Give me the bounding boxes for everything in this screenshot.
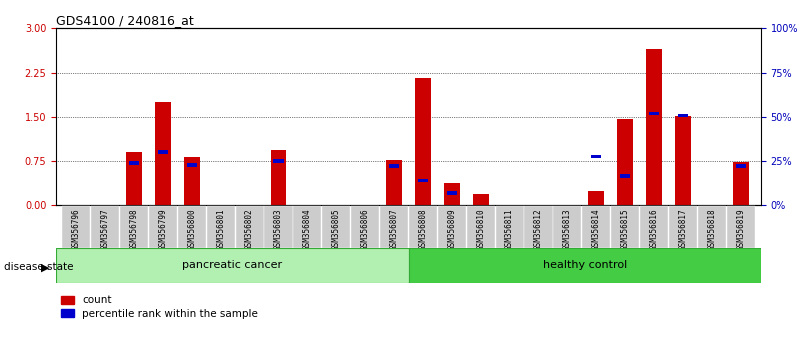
- Bar: [187, 164, 197, 167]
- Bar: [649, 112, 659, 115]
- Bar: [386, 160, 402, 205]
- Text: GSM356802: GSM356802: [245, 209, 254, 250]
- Text: GSM356798: GSM356798: [130, 209, 139, 250]
- FancyBboxPatch shape: [149, 206, 177, 248]
- Text: GSM356812: GSM356812: [534, 209, 543, 250]
- Bar: [155, 102, 171, 205]
- FancyBboxPatch shape: [207, 206, 235, 248]
- Bar: [56, 248, 409, 283]
- Text: GSM356815: GSM356815: [621, 209, 630, 250]
- FancyBboxPatch shape: [62, 206, 91, 248]
- Text: GSM356811: GSM356811: [505, 209, 514, 250]
- FancyBboxPatch shape: [669, 206, 697, 248]
- Text: GSM356817: GSM356817: [678, 209, 687, 250]
- Text: GSM356806: GSM356806: [360, 209, 370, 250]
- Bar: [409, 248, 761, 283]
- FancyBboxPatch shape: [264, 206, 292, 248]
- FancyBboxPatch shape: [91, 206, 119, 248]
- Bar: [589, 190, 604, 205]
- Bar: [473, 194, 489, 205]
- Text: disease state: disease state: [4, 262, 74, 272]
- Text: GSM356799: GSM356799: [159, 209, 167, 250]
- Bar: [620, 174, 630, 178]
- Bar: [447, 191, 457, 195]
- FancyBboxPatch shape: [120, 206, 148, 248]
- Text: GDS4100 / 240816_at: GDS4100 / 240816_at: [56, 14, 194, 27]
- Bar: [735, 164, 746, 167]
- FancyBboxPatch shape: [698, 206, 726, 248]
- FancyBboxPatch shape: [640, 206, 668, 248]
- Text: GSM356807: GSM356807: [389, 209, 399, 250]
- Bar: [618, 119, 633, 205]
- Bar: [271, 150, 287, 205]
- Bar: [646, 49, 662, 205]
- FancyBboxPatch shape: [467, 206, 495, 248]
- FancyBboxPatch shape: [409, 206, 437, 248]
- FancyBboxPatch shape: [351, 206, 380, 248]
- FancyBboxPatch shape: [496, 206, 524, 248]
- Text: GSM356810: GSM356810: [477, 209, 485, 250]
- Text: GSM356804: GSM356804: [303, 209, 312, 250]
- Text: GSM356803: GSM356803: [274, 209, 283, 250]
- Bar: [389, 164, 399, 167]
- Text: GSM356808: GSM356808: [418, 209, 428, 250]
- Bar: [733, 162, 749, 205]
- Bar: [415, 79, 431, 205]
- FancyBboxPatch shape: [437, 206, 466, 248]
- FancyBboxPatch shape: [553, 206, 582, 248]
- Text: GSM356800: GSM356800: [187, 209, 196, 250]
- FancyBboxPatch shape: [525, 206, 553, 248]
- Text: pancreatic cancer: pancreatic cancer: [182, 261, 282, 270]
- Text: GSM356801: GSM356801: [216, 209, 225, 250]
- FancyBboxPatch shape: [727, 206, 755, 248]
- Text: GSM356818: GSM356818: [707, 209, 716, 250]
- Text: ▶: ▶: [41, 262, 50, 272]
- Text: GSM356796: GSM356796: [72, 209, 81, 250]
- Text: GSM356813: GSM356813: [563, 209, 572, 250]
- FancyBboxPatch shape: [380, 206, 409, 248]
- FancyBboxPatch shape: [582, 206, 610, 248]
- FancyBboxPatch shape: [293, 206, 321, 248]
- FancyBboxPatch shape: [178, 206, 206, 248]
- FancyBboxPatch shape: [235, 206, 264, 248]
- Text: GSM356814: GSM356814: [592, 209, 601, 250]
- Text: GSM356819: GSM356819: [736, 209, 745, 250]
- Bar: [675, 116, 691, 205]
- FancyBboxPatch shape: [322, 206, 350, 248]
- Legend: count, percentile rank within the sample: count, percentile rank within the sample: [62, 296, 258, 319]
- Text: GSM356805: GSM356805: [332, 209, 340, 250]
- Text: GSM356797: GSM356797: [101, 209, 110, 250]
- FancyBboxPatch shape: [611, 206, 639, 248]
- Bar: [418, 179, 428, 182]
- Bar: [184, 157, 199, 205]
- Bar: [678, 114, 688, 118]
- Text: GSM356816: GSM356816: [650, 209, 658, 250]
- Bar: [158, 150, 168, 154]
- Bar: [444, 183, 460, 205]
- Text: healthy control: healthy control: [542, 261, 627, 270]
- Bar: [273, 159, 284, 163]
- Bar: [126, 152, 142, 205]
- Bar: [591, 155, 602, 158]
- Text: GSM356809: GSM356809: [447, 209, 457, 250]
- Bar: [129, 161, 139, 165]
